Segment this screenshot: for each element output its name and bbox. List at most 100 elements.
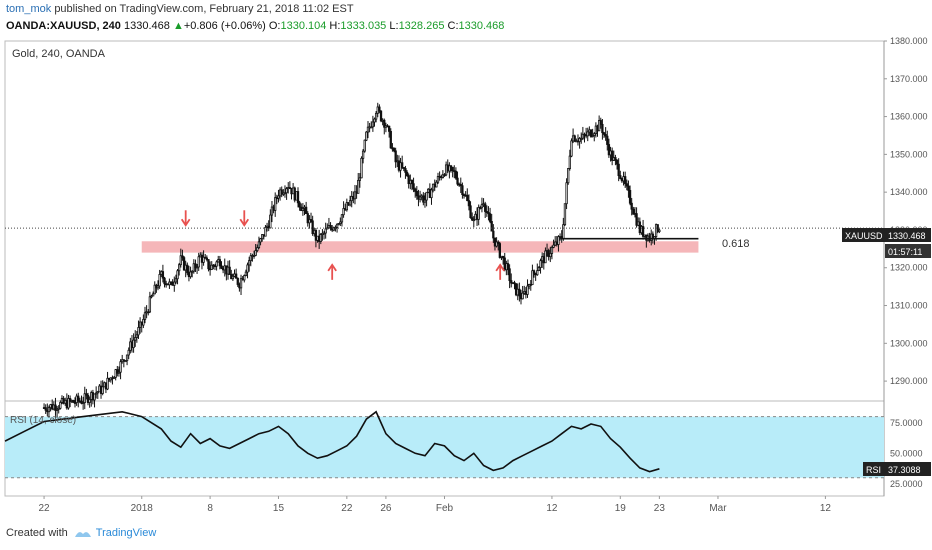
candle-body xyxy=(119,361,122,373)
candle-body xyxy=(363,139,366,152)
candle-body xyxy=(197,256,200,268)
candle-body xyxy=(443,174,446,177)
candle-body xyxy=(147,311,150,314)
candle-body xyxy=(269,214,272,229)
x-tick-label: 22 xyxy=(39,503,51,514)
candle-body xyxy=(127,349,130,356)
candle-body xyxy=(518,288,521,297)
footer: Created with TradingView xyxy=(6,527,156,539)
candle-body xyxy=(125,354,129,362)
low-value: 1328.265 xyxy=(398,20,445,32)
candle-body xyxy=(194,263,197,269)
candle-body xyxy=(181,255,184,259)
candle-body xyxy=(143,312,147,320)
candle-body xyxy=(285,188,288,194)
candle-body xyxy=(480,203,484,209)
candle-body xyxy=(151,293,155,297)
candle-body xyxy=(176,270,179,280)
candle-body xyxy=(86,394,90,403)
candle-body xyxy=(257,241,261,249)
candle-body xyxy=(135,334,139,338)
candle-body xyxy=(593,133,596,136)
candle-body xyxy=(210,264,213,270)
candle-body xyxy=(243,275,246,281)
y-tick-label: 1300.000 xyxy=(890,338,928,348)
candle-body xyxy=(228,266,231,275)
published-text: published on TradingView.com, February 2… xyxy=(54,3,354,15)
open-value: 1330.104 xyxy=(280,20,327,32)
candle-body xyxy=(492,230,495,239)
candle-body xyxy=(477,206,480,220)
candle-body xyxy=(469,205,472,219)
price-chart[interactable]: 1290.0001300.0001310.0001320.0001330.000… xyxy=(0,36,932,520)
y-tick-label: 1380.000 xyxy=(890,36,928,46)
x-tick-label: 15 xyxy=(273,503,285,514)
open-label: O: xyxy=(268,20,281,32)
rsi-tag: RSI 37.3088 xyxy=(863,462,931,476)
candle-body xyxy=(423,199,427,203)
x-tick-label: 8 xyxy=(207,503,213,514)
rsi-tag-value: 37.3088 xyxy=(888,465,921,475)
candle-body xyxy=(506,263,510,270)
y-tick-label: 1320.000 xyxy=(890,263,928,273)
candle-body xyxy=(270,206,274,216)
candle-body xyxy=(112,376,116,379)
candle-body xyxy=(277,195,280,199)
candle-body xyxy=(388,125,391,132)
candle-body xyxy=(116,369,119,374)
candle-body xyxy=(407,175,410,185)
candle-body xyxy=(459,184,462,187)
candle-body xyxy=(332,227,335,231)
candle-body xyxy=(182,257,186,271)
arrow-head xyxy=(180,218,191,227)
candle-body xyxy=(412,183,415,190)
candle-body xyxy=(304,206,308,214)
candle-body xyxy=(456,177,459,185)
candle-body xyxy=(484,203,487,212)
candle-body xyxy=(606,135,609,145)
candle-body xyxy=(451,166,454,172)
candle-body xyxy=(306,213,309,224)
price-tag-countdown: 01:57:11 xyxy=(888,247,922,257)
candle-body xyxy=(296,191,300,204)
x-tick-label: 22 xyxy=(341,503,353,514)
candle-body xyxy=(283,192,287,195)
candle-body xyxy=(435,181,438,188)
candle-body xyxy=(314,229,318,241)
candle-body xyxy=(47,407,51,413)
author-link[interactable]: tom_mok xyxy=(6,3,52,15)
candle-body xyxy=(195,266,199,269)
publisher-line: tom_mok published on TradingView.com, Fe… xyxy=(6,3,354,15)
candle-body xyxy=(617,163,620,176)
candle-body xyxy=(599,120,602,125)
candle-body xyxy=(156,285,160,289)
candle-body xyxy=(339,221,342,224)
candle-body xyxy=(448,165,451,172)
candle-body xyxy=(497,241,500,244)
candle-body xyxy=(591,135,594,137)
candle-body xyxy=(449,165,453,168)
candle-body xyxy=(488,213,492,222)
rsi-title: RSI (14, close) xyxy=(10,415,76,426)
close-value: 1330.468 xyxy=(458,20,505,32)
candle-body xyxy=(658,229,661,233)
y-tick-label: 1350.000 xyxy=(890,149,928,159)
candle-body xyxy=(252,254,256,257)
candle-body xyxy=(85,393,88,396)
candle-body xyxy=(589,129,593,137)
candle-body xyxy=(430,189,433,199)
candle-body xyxy=(322,232,326,235)
tradingview-link[interactable]: TradingView xyxy=(95,527,157,539)
candle-body xyxy=(379,110,383,122)
created-with-text: Created with xyxy=(6,527,68,539)
candle-body xyxy=(466,195,469,202)
candle-body xyxy=(485,211,488,213)
candle-body xyxy=(67,398,70,409)
price-tag-value: 1330.468 xyxy=(888,231,926,241)
candle-body xyxy=(418,196,422,200)
candle-body xyxy=(189,271,192,278)
candle-body xyxy=(378,106,381,112)
candle-body xyxy=(467,200,471,207)
candle-body xyxy=(345,202,348,211)
candle-body xyxy=(402,167,405,169)
